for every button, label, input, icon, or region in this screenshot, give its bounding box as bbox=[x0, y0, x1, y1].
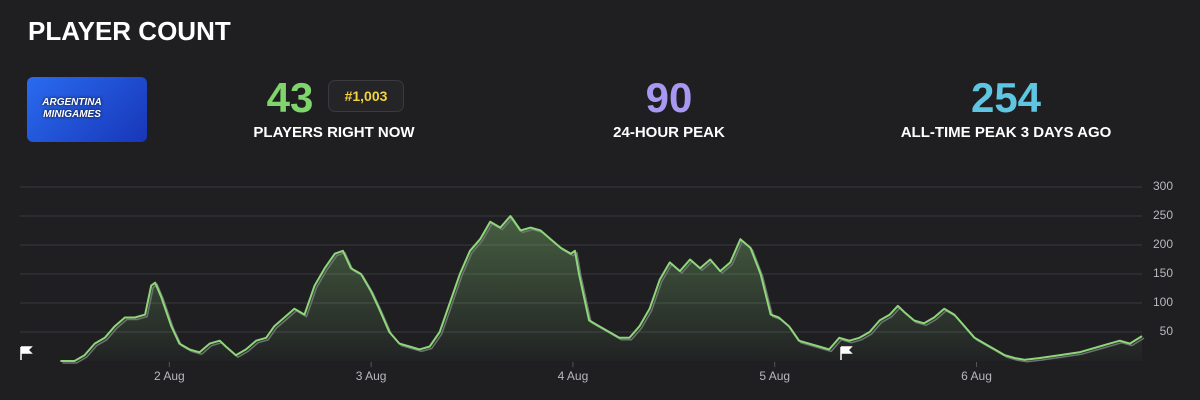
flag-icon bbox=[840, 346, 853, 360]
stat-label: 24-HOUR PEAK bbox=[613, 124, 725, 141]
area bbox=[60, 216, 1142, 361]
flag-icon bbox=[20, 346, 33, 360]
stat-value: 90 bbox=[645, 74, 693, 121]
stat-label: PLAYERS RIGHT NOW bbox=[253, 124, 415, 141]
x-tick-label: 3 Aug bbox=[356, 369, 387, 383]
y-tick-label: 50 bbox=[1160, 324, 1174, 338]
stat-value: 43 bbox=[266, 74, 314, 121]
y-tick-label: 250 bbox=[1153, 208, 1173, 222]
title: PLAYER COUNT bbox=[28, 16, 231, 46]
thumbnail-text: ARGENTINA bbox=[42, 97, 102, 108]
rank-badge: #1,003 bbox=[328, 80, 404, 112]
y-tick-label: 100 bbox=[1153, 295, 1173, 309]
x-tick-label: 2 Aug bbox=[154, 369, 185, 383]
thumbnail-text: MINIGAMES bbox=[43, 109, 101, 120]
y-tick-label: 200 bbox=[1153, 237, 1173, 251]
stat-label: ALL-TIME PEAK 3 DAYS AGO bbox=[900, 124, 1112, 141]
thumbnail[interactable]: ARGENTINA MINIGAMES bbox=[27, 77, 147, 142]
x-tick-label: 6 Aug bbox=[961, 369, 992, 383]
y-tick-label: 300 bbox=[1153, 179, 1173, 193]
x-tick-label: 5 Aug bbox=[759, 369, 790, 383]
stat-value: 254 bbox=[970, 74, 1042, 121]
y-tick-label: 150 bbox=[1153, 266, 1173, 280]
x-tick-label: 4 Aug bbox=[558, 369, 589, 383]
line bbox=[60, 215, 1143, 362]
